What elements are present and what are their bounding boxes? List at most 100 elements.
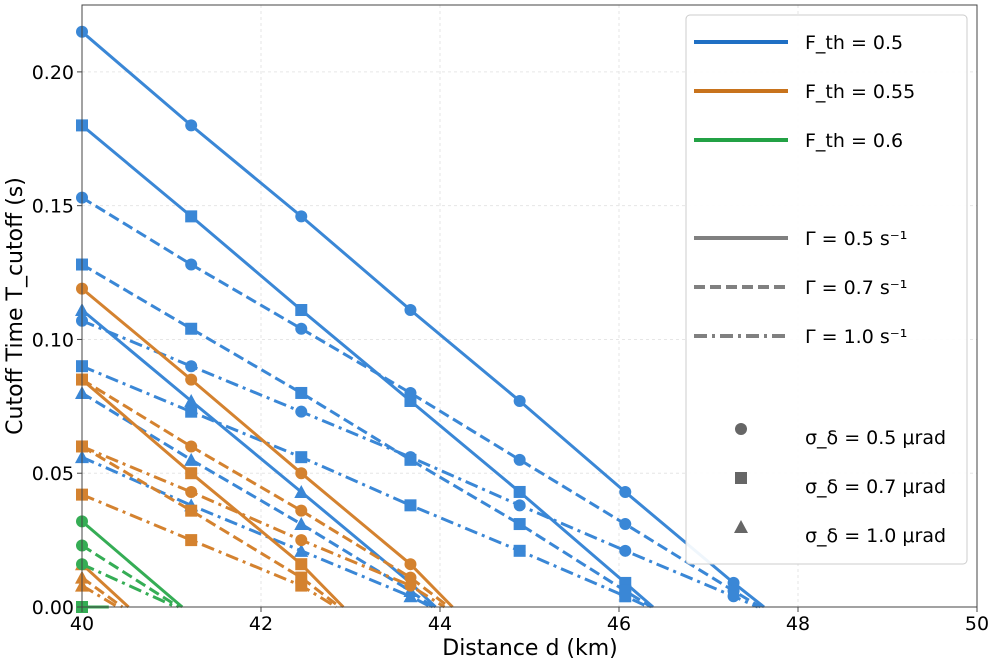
legend: F_th = 0.5 F_th = 0.55 F_th = 0.6 Γ = 0.5 s…	[685, 14, 968, 565]
legend-label: Γ = 1.0 s⁻¹	[805, 326, 907, 348]
data-point	[295, 322, 308, 335]
y-tick-label: 0.00	[32, 597, 74, 619]
series-line	[81, 391, 434, 609]
legend-label: F_th = 0.6	[805, 130, 903, 152]
series-group	[76, 488, 337, 609]
data-point	[295, 504, 308, 517]
series-line	[81, 196, 762, 609]
data-point	[513, 394, 526, 407]
data-point	[294, 517, 309, 531]
data-point	[295, 534, 308, 547]
legend-box	[685, 14, 968, 565]
series-group	[76, 258, 652, 609]
y-tick-label: 0.15	[32, 196, 74, 218]
axis-ticks: 40 42 44 46 48 50 0.00 0.05 0.10 0.15 0.20	[32, 62, 989, 635]
x-tick-label: 44	[428, 613, 452, 635]
series-line	[81, 584, 119, 609]
legend-label: σ_δ = 0.7 μrad	[805, 476, 946, 498]
data-point	[513, 485, 526, 498]
data-point	[185, 210, 198, 223]
data-point	[185, 119, 198, 132]
data-point	[185, 534, 198, 547]
data-point	[295, 558, 308, 571]
x-tick-label: 42	[249, 613, 273, 635]
x-tick-label: 46	[607, 613, 631, 635]
data-point	[619, 518, 632, 531]
data-point	[619, 590, 632, 603]
legend-label: σ_δ = 1.0 μrad	[805, 525, 946, 547]
data-point	[404, 579, 417, 592]
series-group	[76, 360, 650, 609]
x-axis-label: Distance d (km)	[442, 636, 617, 661]
y-axis-label: Cutoff Time T_cutoff (s)	[3, 177, 28, 435]
data-point	[185, 440, 198, 453]
legend-marker-swatch	[735, 472, 747, 484]
data-point	[513, 499, 526, 512]
plot-frame	[81, 4, 978, 608]
data-point	[295, 405, 308, 418]
series-line	[81, 378, 450, 609]
data-point	[185, 504, 198, 517]
legend-label: F_th = 0.55	[805, 81, 915, 103]
series-line	[81, 124, 654, 609]
data-point	[184, 452, 199, 466]
data-point	[185, 322, 198, 335]
legend-label: Γ = 0.7 s⁻¹	[805, 277, 907, 299]
data-point	[295, 386, 308, 399]
data-point	[403, 589, 418, 603]
series-group	[76, 119, 654, 609]
legend-marker-swatch	[734, 520, 748, 533]
data-point	[185, 360, 198, 373]
data-point	[295, 304, 308, 317]
series-line	[80, 563, 130, 609]
y-tick-label: 0.10	[32, 329, 74, 351]
plot-area	[75, 25, 765, 613]
series-group	[76, 191, 762, 609]
series-line	[81, 576, 124, 609]
data-point	[727, 590, 740, 603]
data-point	[513, 518, 526, 531]
y-tick-label: 0.20	[32, 62, 74, 84]
series-line	[81, 308, 437, 609]
data-point	[185, 405, 198, 418]
data-point	[185, 467, 198, 480]
y-tick-label: 0.05	[32, 463, 74, 485]
series-line	[81, 30, 765, 609]
series-line	[81, 455, 432, 609]
series-line	[81, 520, 184, 609]
data-point	[294, 484, 309, 498]
data-point	[295, 210, 308, 223]
data-point	[619, 544, 632, 557]
data-point	[294, 543, 309, 557]
series-line	[81, 263, 652, 609]
data-point	[185, 485, 198, 498]
data-point	[295, 579, 308, 592]
series-group	[76, 440, 446, 609]
data-point	[185, 373, 198, 386]
series-line	[81, 493, 337, 609]
series-line	[81, 562, 177, 609]
data-point	[295, 451, 308, 464]
data-point	[404, 451, 417, 464]
series-line	[81, 287, 454, 609]
data-point	[295, 467, 308, 480]
series-line	[81, 378, 345, 609]
series-group	[76, 282, 454, 609]
legend-label: σ_δ = 0.5 μrad	[805, 427, 946, 449]
data-point	[185, 258, 198, 271]
data-point	[513, 544, 526, 557]
series-group	[76, 373, 450, 609]
legend-label: F_th = 0.5	[805, 32, 903, 54]
data-point	[404, 558, 417, 571]
x-tick-label: 50	[965, 613, 989, 635]
x-tick-label: 48	[786, 613, 810, 635]
legend-marker-swatch	[735, 423, 747, 435]
series-line	[81, 319, 759, 609]
data-point	[404, 499, 417, 512]
series-line	[81, 445, 341, 609]
x-tick-label: 40	[70, 613, 94, 635]
data-point	[184, 393, 199, 407]
series-group	[76, 25, 765, 609]
data-point	[404, 304, 417, 317]
legend-label: Γ = 0.5 s⁻¹	[805, 228, 907, 250]
